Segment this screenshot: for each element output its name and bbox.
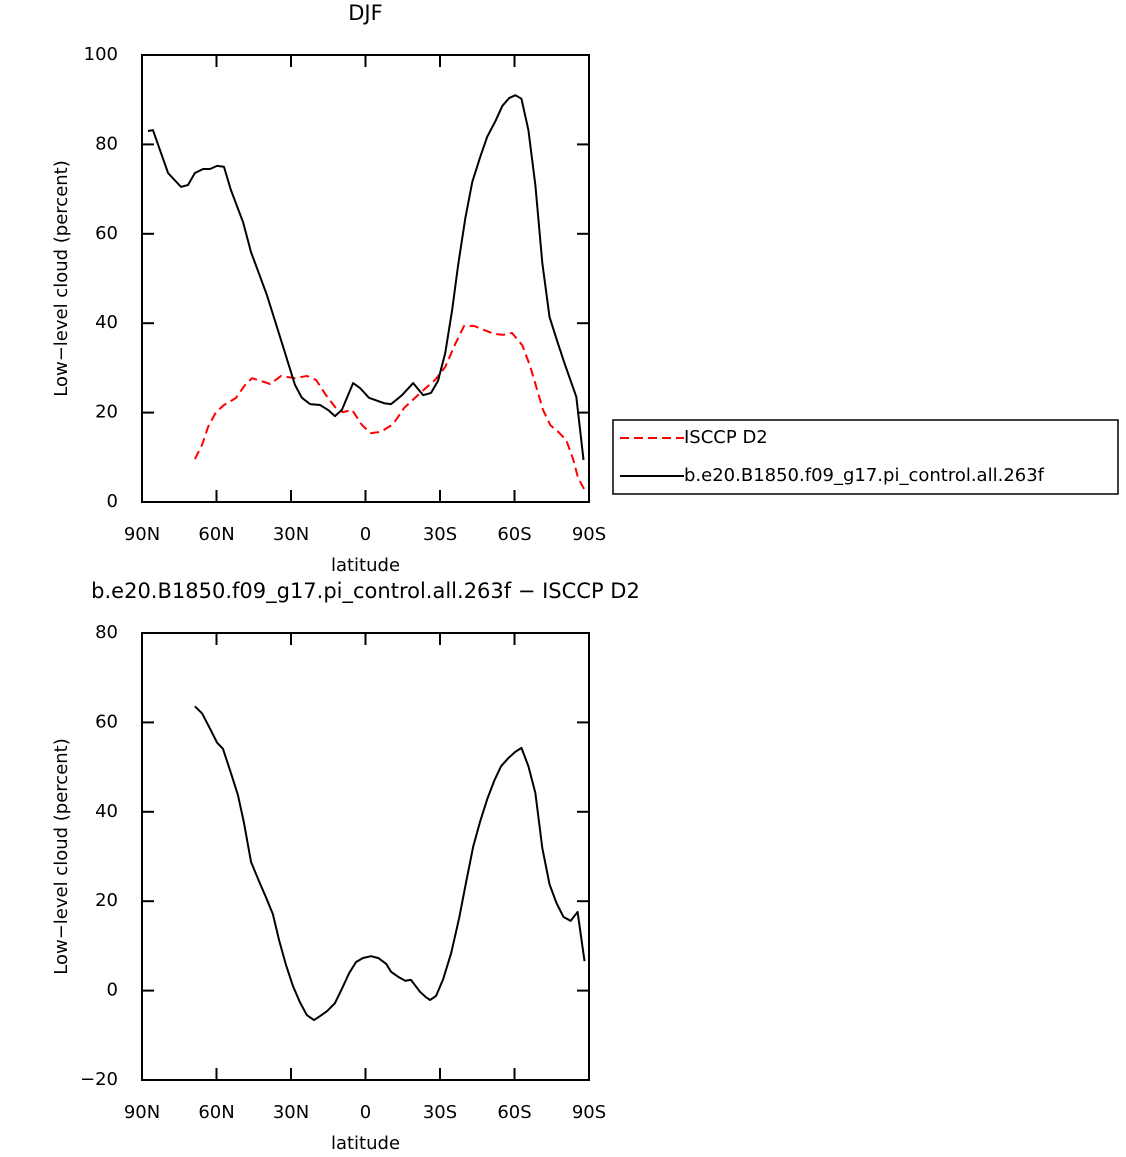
plot-frame [141,632,590,1081]
legend-label: ISCCP D2 [684,427,768,448]
y-tick-label: 20 [95,890,118,911]
x-tick-label: 30N [273,524,309,545]
data-line [147,94,585,461]
y-tick-label: 60 [95,711,118,732]
x-tick-label: 60S [497,524,531,545]
y-tick-label: 80 [95,622,118,643]
y-tick-label: 40 [95,312,118,333]
y-axis-label: Low−level cloud (percent) [51,738,72,975]
y-tick-label: 0 [107,980,118,1001]
x-tick-label: 30S [423,524,457,545]
y-axis-label: Low−level cloud (percent) [51,160,72,397]
x-tick-label: 90S [572,1102,606,1123]
y-tick-label: 100 [84,44,118,65]
plot-frame [141,54,590,503]
x-tick-label: 60N [198,1102,234,1123]
data-line [193,324,586,492]
x-tick-label: 90N [124,524,160,545]
x-tick-label: 0 [360,524,371,545]
data-line [194,705,586,1022]
legend-label: b.e20.B1850.f09_g17.pi_control.all.263f [684,465,1045,486]
x-axis-label: latitude [331,555,400,576]
x-tick-label: 30N [273,1102,309,1123]
x-axis-label: latitude [331,1133,400,1154]
x-tick-label: 60N [198,524,234,545]
x-tick-label: 0 [360,1102,371,1123]
x-tick-label: 90N [124,1102,160,1123]
y-tick-label: 80 [95,133,118,154]
chart-title: DJF [348,1,382,25]
y-tick-label: 20 [95,402,118,423]
y-tick-label: 60 [95,223,118,244]
x-tick-label: 30S [423,1102,457,1123]
x-tick-label: 60S [497,1102,531,1123]
y-tick-label: 40 [95,801,118,822]
legend-box [612,419,1119,495]
y-tick-label: −20 [80,1069,118,1090]
y-tick-label: 0 [107,491,118,512]
chart-title: b.e20.B1850.f09_g17.pi_control.all.263f … [91,579,640,604]
x-tick-label: 90S [572,524,606,545]
